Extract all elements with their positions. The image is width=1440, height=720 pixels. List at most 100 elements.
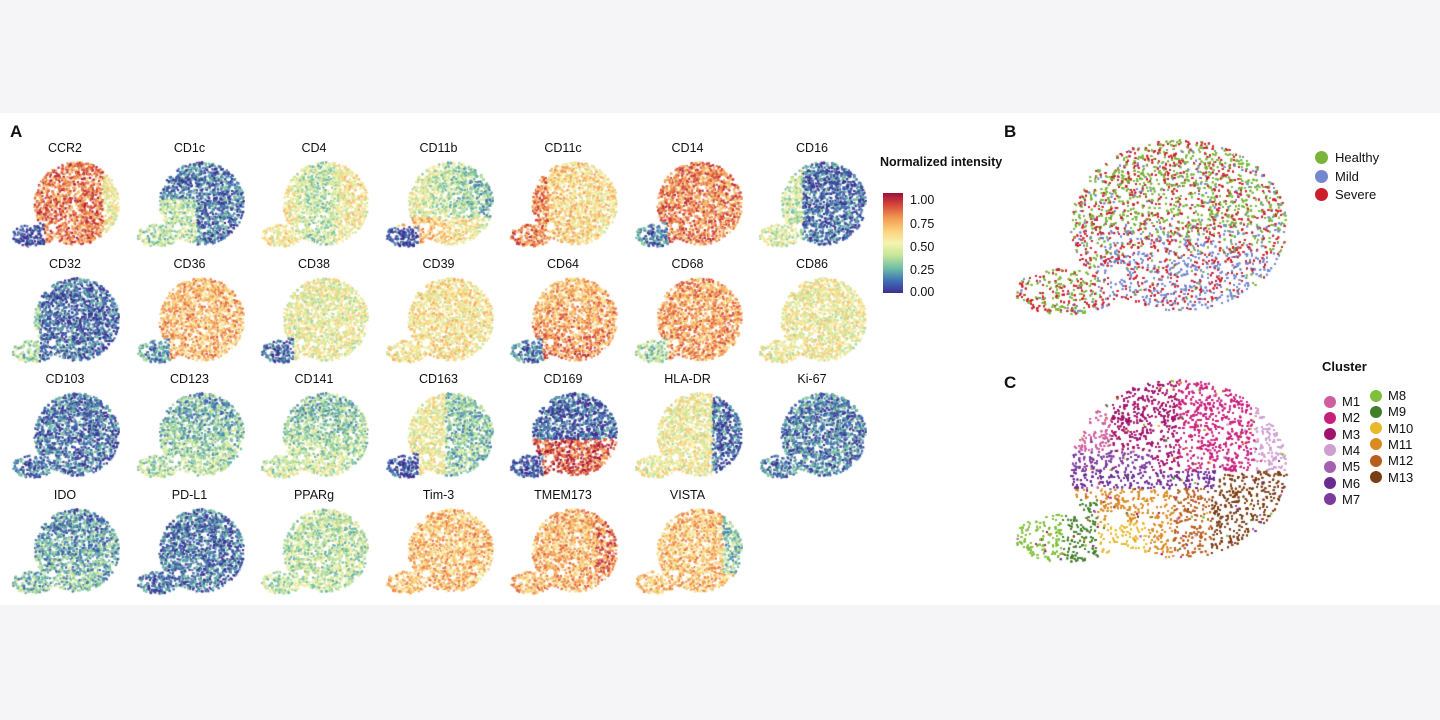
marker-umap-ido bbox=[10, 503, 120, 604]
legend-item-m6: M6 bbox=[1324, 476, 1360, 491]
legend-label: Mild bbox=[1335, 168, 1359, 184]
legend-dot-icon bbox=[1315, 188, 1328, 201]
marker-title: CD163 bbox=[419, 372, 458, 386]
marker-title: CD39 bbox=[422, 256, 455, 271]
marker-panel-cd68: CD68 bbox=[629, 257, 747, 375]
colorbar-tick: 0.25 bbox=[910, 263, 935, 277]
legend-label: M12 bbox=[1388, 453, 1414, 469]
marker-title: CD86 bbox=[796, 256, 828, 271]
marker-umap-cd36 bbox=[134, 272, 245, 373]
marker-umap-cd1c bbox=[134, 157, 245, 257]
marker-panel-cd36: CD36 bbox=[131, 257, 249, 375]
marker-title: CD68 bbox=[671, 256, 704, 271]
marker-panel-tim-3: Tim-3 bbox=[380, 488, 498, 606]
marker-umap-tim-3 bbox=[383, 503, 494, 604]
legend-item-m3: M3 bbox=[1324, 427, 1360, 442]
colorbar-title: Normalized intensity bbox=[880, 155, 1003, 169]
marker-title: IDO bbox=[53, 487, 77, 502]
marker-panel-ki-67: Ki-67 bbox=[753, 372, 871, 490]
legend-label: M3 bbox=[1342, 426, 1361, 442]
marker-title: PD-L1 bbox=[171, 487, 208, 502]
legend-item-m12: M12 bbox=[1370, 453, 1413, 468]
legend-dot-icon bbox=[1324, 411, 1336, 424]
legend-dot-icon bbox=[1324, 444, 1336, 457]
marker-title: VISTA bbox=[669, 487, 706, 502]
legend-label: M7 bbox=[1342, 491, 1361, 507]
marker-umap-pparg bbox=[259, 503, 369, 604]
marker-title: CD16 bbox=[796, 141, 828, 155]
marker-panel-cd11c: CD11c bbox=[504, 141, 622, 259]
marker-panel-cd4: CD4 bbox=[255, 141, 373, 259]
cluster-umap-plot bbox=[1010, 375, 1300, 585]
marker-title: CD103 bbox=[45, 372, 85, 386]
legend-item-healthy: Healthy bbox=[1315, 150, 1379, 165]
marker-umap-cd38 bbox=[259, 272, 369, 373]
marker-panel-cd123: CD123 bbox=[131, 372, 249, 490]
marker-umap-cd141 bbox=[259, 388, 369, 488]
legend-dot-icon bbox=[1370, 389, 1382, 402]
marker-panel-cd11b: CD11b bbox=[380, 141, 498, 259]
marker-panel-cd141: CD141 bbox=[255, 372, 373, 490]
marker-umap-cd14 bbox=[632, 157, 743, 257]
legend-label: Healthy bbox=[1335, 150, 1380, 165]
legend-label: M11 bbox=[1388, 436, 1413, 452]
marker-panel-cd14: CD14 bbox=[629, 141, 747, 259]
marker-umap-cd11b bbox=[383, 157, 494, 257]
colorbar-tick: 0.75 bbox=[910, 217, 935, 231]
legend-item-severe: Severe bbox=[1315, 187, 1376, 202]
marker-umap-cd86 bbox=[757, 272, 867, 373]
legend-label: M8 bbox=[1388, 388, 1407, 403]
marker-umap-vista bbox=[632, 503, 743, 604]
marker-umap-pd-l1 bbox=[134, 503, 245, 604]
legend-item-mild: Mild bbox=[1315, 169, 1359, 184]
figure: A B C CCR2CD1cCD4CD11bCD11cCD14CD16CD32C… bbox=[0, 113, 1440, 605]
marker-umap-ccr2 bbox=[10, 157, 120, 257]
legend-item-m2: M2 bbox=[1324, 410, 1360, 425]
marker-title: CD4 bbox=[301, 141, 327, 155]
legend-label: M1 bbox=[1342, 394, 1361, 409]
marker-umap-cd103 bbox=[10, 388, 120, 488]
legend-label: M10 bbox=[1388, 420, 1414, 436]
marker-umap-cd68 bbox=[632, 272, 743, 373]
marker-panel-cd103: CD103 bbox=[6, 372, 124, 490]
panel-label-a: A bbox=[10, 122, 23, 141]
legend-label: M6 bbox=[1342, 475, 1361, 491]
legend-item-m9: M9 bbox=[1370, 404, 1406, 419]
legend-item-m5: M5 bbox=[1324, 459, 1360, 474]
legend-dot-icon bbox=[1370, 438, 1382, 451]
marker-panel-hla-dr: HLA-DR bbox=[629, 372, 747, 490]
marker-title: CD11c bbox=[544, 141, 582, 155]
marker-umap-cd16 bbox=[757, 157, 867, 257]
marker-title: CD123 bbox=[170, 372, 209, 386]
marker-title: CD32 bbox=[49, 256, 81, 271]
colorbar bbox=[883, 193, 903, 293]
marker-title: CD64 bbox=[547, 256, 579, 271]
marker-title: PPARg bbox=[293, 487, 335, 502]
marker-title: Tim-3 bbox=[422, 487, 455, 502]
marker-title: CD141 bbox=[294, 372, 334, 386]
marker-panel-cd86: CD86 bbox=[753, 257, 871, 375]
marker-panel-cd169: CD169 bbox=[504, 372, 622, 490]
legend-item-m1: M1 bbox=[1324, 394, 1360, 409]
legend-label: M2 bbox=[1342, 410, 1361, 426]
marker-title: HLA-DR bbox=[664, 372, 711, 386]
marker-title: CCR2 bbox=[47, 141, 83, 155]
cluster-legend-title: Cluster bbox=[1322, 359, 1367, 374]
marker-panel-cd163: CD163 bbox=[380, 372, 498, 490]
marker-panel-ccr2: CCR2 bbox=[6, 141, 124, 259]
legend-dot-icon bbox=[1370, 471, 1382, 483]
marker-umap-cd11c bbox=[508, 157, 618, 257]
legend-label: Severe bbox=[1335, 187, 1377, 202]
marker-title: CD169 bbox=[543, 372, 583, 386]
marker-title: Ki-67 bbox=[797, 372, 827, 386]
marker-panel-ido: IDO bbox=[6, 488, 124, 606]
marker-panel-pparg: PPARg bbox=[255, 488, 373, 606]
legend-item-m13: M13 bbox=[1370, 470, 1413, 485]
marker-umap-cd64 bbox=[508, 272, 618, 373]
marker-umap-cd169 bbox=[508, 388, 618, 488]
marker-umap-cd123 bbox=[134, 388, 245, 488]
marker-panel-vista: VISTA bbox=[629, 488, 747, 606]
legend-label: M13 bbox=[1388, 469, 1414, 485]
marker-panel-cd32: CD32 bbox=[6, 257, 124, 375]
condition-umap-plot bbox=[1010, 135, 1300, 335]
